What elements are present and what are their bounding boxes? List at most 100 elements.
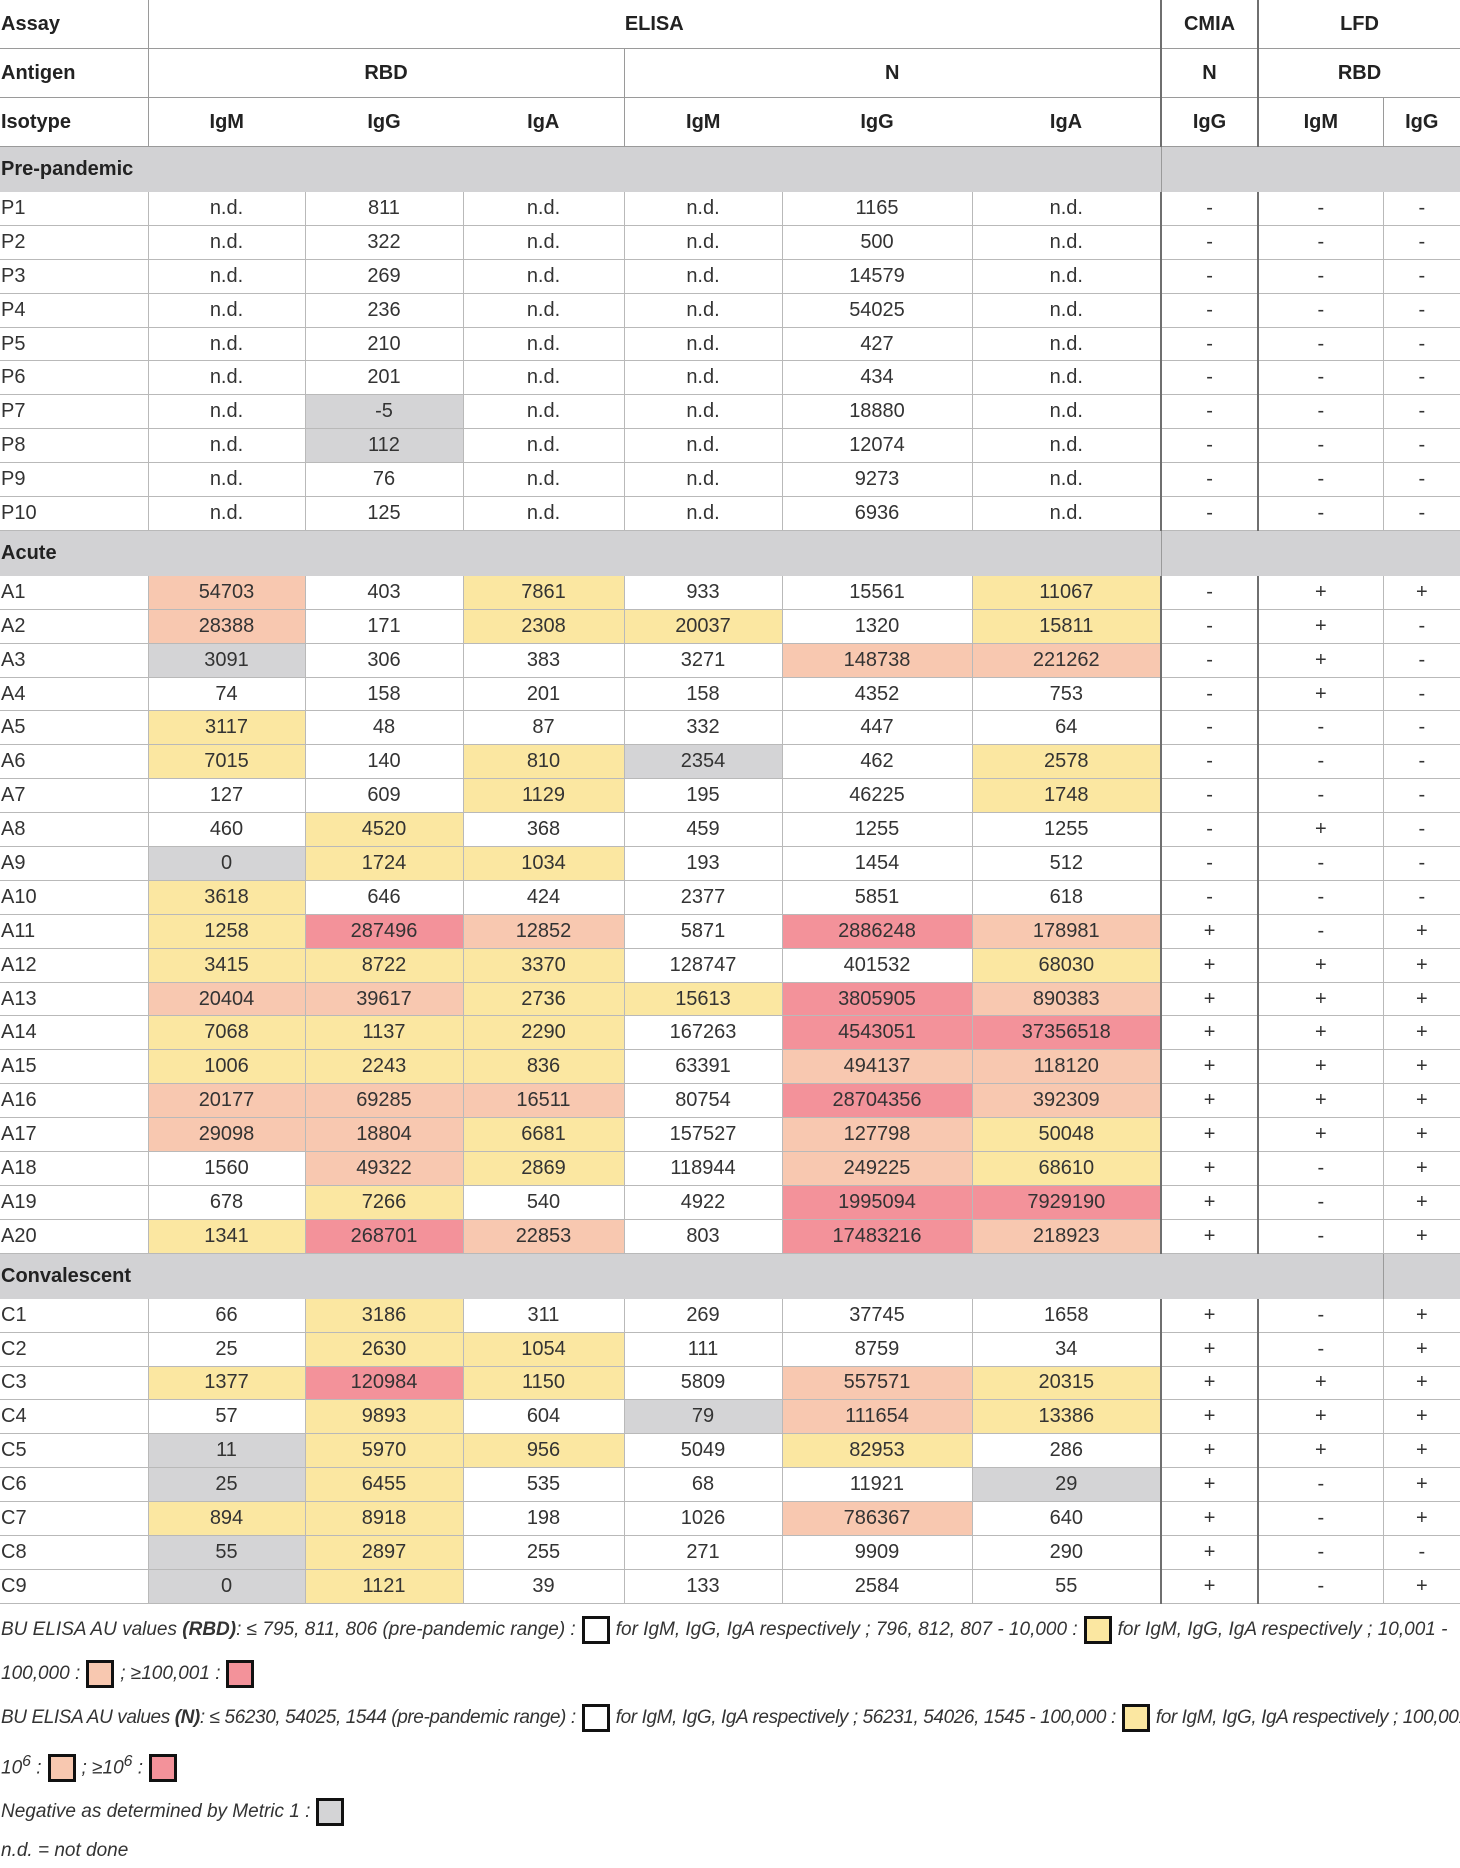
table-cell: n.d. [971,428,1162,464]
legend-n-line2: 106 :; ≥106 : [1,1740,1460,1790]
table-cell: n.d. [971,259,1162,294]
table-cell: 2897 [304,1535,463,1570]
sample-id: C9 [0,1569,148,1604]
legend-nd-line: n.d. = not done [1,1834,1460,1868]
table-cell: - [1257,1332,1384,1367]
table-cell: 1255 [781,812,972,848]
sample-id: A12 [0,948,148,983]
table-cell: -5 [304,394,463,430]
table-cell: 8722 [304,948,463,983]
table-cell: 11921 [781,1467,972,1503]
header-isotype-igg: IgG [1160,97,1259,147]
table-cell: + [1382,948,1460,983]
table-cell: 37745 [781,1298,972,1333]
table-row: A2 28388 171 2308 20037 1320 15811- + - [0,609,1460,644]
table-cell: + [1257,1366,1384,1401]
table-cell: + [1160,982,1259,1017]
table-cell: 69285 [304,1083,463,1119]
table-row: P8 n.d. 112 n.d. n.d. 12074 n.d. - - - [0,428,1460,464]
table-cell: + [1160,1501,1259,1536]
table-cell: + [1382,1219,1460,1254]
sample-id: P4 [0,293,148,328]
table-cell: 5871 [623,914,782,949]
table-cell: n.d. [971,496,1162,531]
table-cell: 557571 [781,1366,972,1401]
table-cell: + [1382,1083,1460,1119]
table-cell: + [1160,1569,1259,1604]
legend-text: 10 [1,1757,23,1779]
table-cell: 271 [623,1535,782,1570]
table-cell: n.d. [971,327,1162,362]
table-cell: + [1160,914,1259,949]
table-cell: 3370 [462,948,624,983]
table-cell: 6455 [304,1467,463,1503]
header-elisa: ELISA [148,0,1162,49]
table-cell: - [1382,710,1460,746]
serology-table: Assay ELISA CMIA LFD Antigen RBD N N RBD… [0,0,1460,1604]
legend-swatch-red [149,1754,178,1783]
table-cell: 29 [971,1467,1162,1503]
table-cell: 8918 [304,1501,463,1536]
table-cell: - [1257,192,1384,226]
section-header: Convalescent [0,1253,1460,1299]
table-cell: 1995094 [781,1185,972,1220]
table-cell: - [1257,1501,1384,1536]
table-cell: 3618 [147,880,305,915]
table-cell: 2869 [462,1151,624,1186]
table-cell: 6936 [781,496,972,531]
table-cell: + [1160,1467,1259,1503]
table-row: A9 0 1724 1034 193 1454 512- - - [0,846,1460,881]
legend-text: ; ≥100,001 : [120,1662,221,1684]
header-antigen-n: N [623,48,1162,98]
header-isotype-igm: IgM [148,97,305,147]
table-cell: - [1160,259,1259,294]
table-cell: - [1160,846,1259,881]
table-cell: - [1160,394,1259,430]
legend-text: BU ELISA AU values [1,1618,183,1640]
table-cell: 118120 [971,1049,1162,1085]
section-header: Pre-pandemic [0,146,1460,192]
table-row: A10 3618 646 424 2377 5851 618- - - [0,880,1460,915]
table-cell: 39617 [304,982,463,1017]
table-cell: 2377 [623,880,782,915]
table-cell: + [1160,1117,1259,1153]
table-cell: 1377 [147,1366,305,1401]
table-row: C5 11 5970 956 5049 82953 286 + + + [0,1433,1460,1469]
table-cell: 9273 [781,462,972,498]
sample-id: A16 [0,1083,148,1119]
table-row: P4 n.d. 236 n.d. n.d. 54025 n.d. - - - [0,293,1460,328]
table-cell: 167263 [623,1015,782,1051]
table-cell: 7929190 [971,1185,1162,1220]
table-cell: 76 [304,462,463,498]
table-cell: 236 [304,293,463,328]
table-cell: - [1382,259,1460,294]
section-title: Acute [0,530,148,576]
table-cell: + [1382,1015,1460,1051]
table-cell: 1658 [971,1298,1162,1333]
table-cell: 37356518 [971,1015,1162,1051]
header-lfd-antigen-rbd: RBD [1257,48,1460,98]
table-row: A20 1341 268701 22853 803 17483216 218923 + - + [0,1219,1460,1254]
table-cell: - [1257,846,1384,881]
legend-swatch-yellow [1121,1703,1150,1732]
legend-swatch-white [581,1615,610,1644]
table-cell: n.d. [147,462,305,498]
header-isotype-iga: IgA [972,97,1162,147]
table-cell: 148738 [781,643,972,678]
table-row: C8 55 2897 255 271 9909 290 + - - [0,1535,1460,1570]
legend: BU ELISA AU values (RBD): ≤ 795, 811, 80… [0,1608,1460,1868]
legend-text-bold: (N) [174,1706,201,1728]
sample-id: C2 [0,1332,148,1367]
table-cell: n.d. [971,293,1162,328]
table-cell: - [1382,677,1460,712]
table-row: A12 3415 8722 3370 128747 401532 68030 + + + [0,948,1460,983]
table-cell: 401532 [781,948,972,983]
table-cell: + [1257,1083,1384,1119]
table-cell: 5851 [781,880,972,915]
table-cell: - [1382,609,1460,644]
header-assay-label: Assay [0,0,149,49]
header-lfd: LFD [1257,0,1460,49]
table-cell: 128747 [623,948,782,983]
table-cell: - [1257,1569,1384,1604]
table-cell: 9893 [304,1399,463,1435]
